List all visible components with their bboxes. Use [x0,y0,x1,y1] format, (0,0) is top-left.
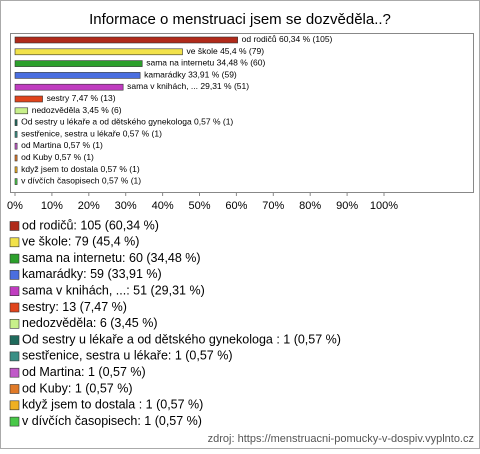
bar [14,166,18,174]
x-tick-label: 80% [299,200,321,212]
bar-label: nedozvěděla 3,45 % (6) [32,105,122,115]
legend-label: ve škole: 79 (45,4 %) [22,235,139,249]
legend-label: když jsem to dostala : 1 (0,57 %) [22,398,203,412]
bar-label-category: kamarádky [144,70,186,80]
bar-label: od rodičů 60,34 % (105) [242,34,333,44]
data-label: 34,48 % (60) [217,58,266,68]
legend-swatch [9,318,20,329]
bar [14,36,238,44]
bar [14,142,18,150]
x-tick-label: 40% [152,200,174,212]
bar-label: v dívčích časopisech 0,57 % (1) [21,176,141,186]
bar [14,107,29,115]
legend-swatch [9,416,20,427]
data-label: 33,91 % (59) [188,70,237,80]
source: zdroj: https://menstruacni-pomucky-v-dos… [208,433,474,445]
legend-label: od rodičů: 105 (60,34 %) [22,218,159,232]
x-tick-label: 90% [336,200,358,212]
legend-label: sama na internetu: 60 (34,48 %) [22,251,201,265]
bar [14,178,18,185]
legend-swatch [9,384,20,394]
data-label: 7,47 % (13) [72,93,116,103]
legend-label: nedozvěděla: 6 (3,45 %) [22,316,158,330]
data-label: 3,45 % (6) [82,105,121,115]
data-label: 0,57 % (1) [55,152,94,162]
bar-label: sestry 7,47 % (13) [47,93,116,103]
data-label: 0,57 % (1) [64,140,103,150]
bar-label-category: od Martina [21,140,61,150]
x-tick-label: 70% [262,200,284,212]
legend-label: Od sestry u lékaře a od dětského gynekol… [22,332,341,346]
legend-label: od Martina: 1 (0,57 %) [22,365,146,379]
bar-label-category: nedozvěděla [32,105,80,115]
bar-label-category: ve škole [187,46,218,56]
legend-label: v dívčích časopisech: 1 (0,57 %) [22,414,202,428]
bar-label: sama na internetu 34,48 % (60) [146,58,265,68]
bar-label-category: Od sestry u lékaře a od dětského gynekol… [21,117,194,127]
bar-label-category: sama na internetu [146,58,214,68]
bar [14,119,18,126]
data-label: 0,57 % (1) [100,164,139,174]
data-label: 60,34 % (105) [279,34,333,44]
bar-label-category: od Kuby [21,152,53,162]
bar-label: od Martina 0,57 % (1) [21,140,103,150]
data-label: 0,57 % (1) [123,129,162,139]
x-tick-label: 10% [41,200,63,212]
bar [14,48,183,56]
x-tick-label: 20% [78,200,100,212]
bar-label-category: sama v knihách, ... [127,81,198,91]
data-label: 29,31 % (51) [200,81,249,91]
bar [14,131,18,138]
data-label: 45,4 % (79) [220,46,264,56]
legend-swatch [9,367,20,378]
bar [14,72,141,79]
bar-label: od Kuby 0,57 % (1) [21,152,94,162]
bar-label: sama v knihách, ... 29,31 % (51) [127,81,249,91]
data-label: 0,57 % (1) [102,176,141,186]
bar-label-category: když jsem to dostala [21,164,100,174]
legend-swatch [9,270,20,280]
bar [14,154,18,162]
bar-label: když jsem to dostala 0,57 % (1) [21,164,140,174]
legend-swatch [9,237,20,248]
bar-label-category: v dívčích časopisech [21,176,100,186]
legend-swatch [9,400,20,411]
legend-swatch [9,253,20,264]
legend-swatch [9,351,20,362]
legend-swatch [9,302,20,313]
bar-label-category: od rodičů [242,34,277,44]
plot-area [10,33,474,193]
bar-label-category: sestry [47,93,70,103]
x-tick-label: 60% [225,200,247,212]
x-tick-label: 50% [188,200,210,212]
bar [14,95,43,103]
bar-label: Od sestry u lékaře a od dětského gynekol… [21,117,233,127]
legend-label: sama v knihách, ...: 51 (29,31 %) [22,283,205,297]
bar [14,83,124,91]
bar-label: kamarádky 33,91 % (59) [144,70,237,80]
x-tick-label: 0% [7,200,23,212]
legend-label: od Kuby: 1 (0,57 %) [22,381,132,395]
legend-label: kamarádky: 59 (33,91 %) [22,267,162,281]
bar [14,60,143,67]
legend-swatch [9,335,20,345]
x-tick-label: 30% [115,200,137,212]
x-tick-label: 100% [370,200,398,212]
legend-label: sestřenice, sestra u lékaře: 1 (0,57 %) [22,349,233,363]
chart-title: Informace o menstruaci jsem se dozvěděla… [89,11,391,28]
data-label: 0,57 % (1) [194,117,233,127]
bar-label: sestřenice, sestra u lékaře 0,57 % (1) [21,129,162,139]
legend-swatch [9,221,20,231]
bar-label: ve škole 45,4 % (79) [187,46,265,56]
legend-swatch [9,286,20,297]
bar-label-category: sestřenice, sestra u lékaře [21,129,120,139]
legend-label: sestry: 13 (7,47 %) [22,300,127,314]
